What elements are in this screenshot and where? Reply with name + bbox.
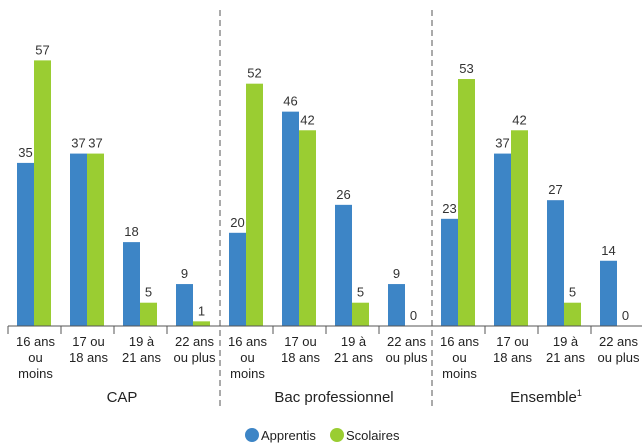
value-label-scolaires-1-3: 0 (410, 308, 417, 323)
bar-scolaires-0-0 (34, 60, 51, 326)
value-label-apprentis-0-3: 9 (181, 266, 188, 281)
value-label-apprentis-1-0: 20 (230, 215, 244, 230)
bar-apprentis-1-1 (282, 111, 299, 326)
x-axis (7, 10, 642, 410)
value-label-scolaires-0-3: 1 (198, 303, 205, 318)
tick-label-2-3: 22 ans ou plus (598, 334, 640, 365)
tick-label-0-3: 22 ans ou plus (174, 334, 216, 365)
bar-apprentis-1-0 (229, 232, 246, 326)
bar-scolaires-1-1 (299, 130, 316, 326)
group-labels-layer: CAP Bac professionnel Ensemble1 (107, 388, 582, 406)
bars-layer (17, 60, 617, 327)
tick-label-0-0: 16 ans ou moins (16, 334, 56, 381)
value-label-scolaires-1-0: 52 (247, 66, 261, 81)
bar-scolaires-0-2 (140, 302, 157, 326)
value-label-apprentis-2-0: 23 (442, 201, 456, 216)
legend-swatch-scolaires (330, 428, 344, 442)
bar-scolaires-2-0 (458, 79, 475, 327)
value-label-apprentis-0-1: 37 (71, 136, 85, 151)
value-label-apprentis-2-3: 14 (601, 243, 615, 258)
group-label-2: Ensemble1 (510, 388, 582, 406)
value-label-scolaires-1-2: 5 (357, 285, 364, 300)
value-label-scolaires-2-0: 53 (459, 61, 473, 76)
value-label-scolaires-0-2: 5 (145, 285, 152, 300)
bar-apprentis-0-3 (176, 284, 193, 326)
group-label-0: CAP (107, 389, 138, 406)
bar-apprentis-2-1 (494, 153, 511, 326)
value-label-apprentis-1-3: 9 (393, 266, 400, 281)
value-label-scolaires-0-0: 57 (35, 42, 49, 57)
value-label-apprentis-2-1: 37 (495, 136, 509, 151)
value-label-scolaires-2-1: 42 (512, 112, 526, 127)
tick-label-2-2: 19 à 21 ans (546, 334, 586, 365)
value-label-scolaires-2-2: 5 (569, 285, 576, 300)
bar-scolaires-1-0 (246, 83, 263, 327)
value-label-apprentis-2-2: 27 (548, 182, 562, 197)
tick-label-1-0: 16 ans ou moins (228, 334, 268, 381)
bar-scolaires-2-2 (564, 302, 581, 326)
legend-label-apprentis: Apprentis (261, 428, 316, 443)
value-label-apprentis-0-2: 18 (124, 224, 138, 239)
bar-apprentis-2-0 (441, 218, 458, 326)
bar-apprentis-2-2 (547, 200, 564, 326)
value-label-apprentis-1-1: 46 (283, 94, 297, 109)
bar-scolaires-0-3 (193, 321, 210, 326)
bar-apprentis-0-1 (70, 153, 87, 326)
tick-label-2-0: 16 ans ou moins (440, 334, 480, 381)
bar-scolaires-1-2 (352, 302, 369, 326)
tick-label-0-2: 19 à 21 ans (122, 334, 162, 365)
tick-label-2-1: 17 ou 18 ans (493, 334, 533, 365)
bar-apprentis-0-0 (17, 162, 34, 326)
bar-apprentis-1-2 (335, 204, 352, 326)
legend-label-scolaires: Scolaires (346, 428, 400, 443)
value-label-scolaires-2-3: 0 (622, 308, 629, 323)
tick-label-1-3: 22 ans ou plus (386, 334, 428, 365)
bar-apprentis-2-3 (600, 260, 617, 326)
legend: Apprentis Scolaires (245, 428, 400, 443)
tick-labels-layer: 16 ans ou moins 17 ou 18 ans 19 à 21 ans 22 ans… (16, 334, 640, 381)
group-label-1: Bac professionnel (274, 389, 393, 406)
value-label-scolaires-1-1: 42 (300, 112, 314, 127)
value-label-apprentis-0-0: 35 (18, 145, 32, 160)
value-label-apprentis-1-2: 26 (336, 187, 350, 202)
tick-label-1-2: 19 à 21 ans (334, 334, 374, 365)
bar-scolaires-2-1 (511, 130, 528, 326)
tick-label-1-1: 17 ou 18 ans (281, 334, 321, 365)
legend-swatch-apprentis (245, 428, 259, 442)
tick-label-0-1: 17 ou 18 ans (69, 334, 109, 365)
bar-scolaires-0-1 (87, 153, 104, 326)
bar-apprentis-1-3 (388, 284, 405, 326)
bar-apprentis-0-2 (123, 242, 140, 326)
value-label-scolaires-0-1: 37 (88, 136, 102, 151)
